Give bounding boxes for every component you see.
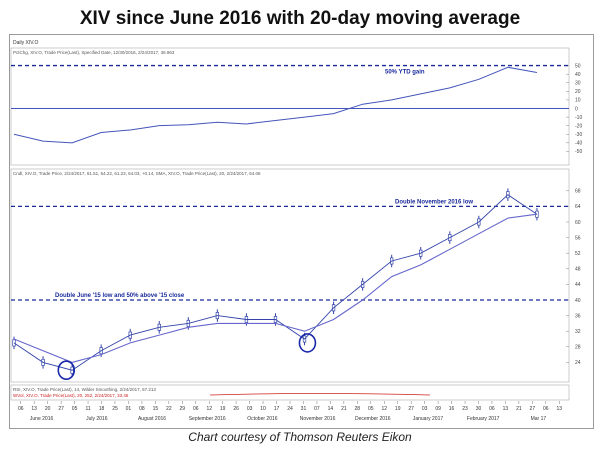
price-series-line xyxy=(13,194,538,371)
ytd-gain-label: 50% YTD gain xyxy=(385,70,425,76)
price-tick-label: 28 xyxy=(575,345,581,351)
x-day-label: 15 xyxy=(153,406,159,412)
x-day-label: 06 xyxy=(543,406,549,412)
x-day-label: 12 xyxy=(206,406,212,412)
price-level-label: Double June '15 low and 50% above '15 cl… xyxy=(55,293,185,299)
price-tick-label: 36 xyxy=(575,313,581,319)
price-tick-label: 44 xyxy=(575,282,581,288)
x-day-label: 06 xyxy=(489,406,495,412)
x-day-label: 27 xyxy=(530,406,536,412)
x-month-label: June 2016 xyxy=(30,416,54,422)
pct-series-line xyxy=(13,66,538,144)
rsi-legend: RSI, XIV.O, Trade Price(Last), 14, Wilde… xyxy=(13,387,156,392)
price-tick-label: 64 xyxy=(575,204,581,210)
x-month-label: November 2016 xyxy=(300,416,336,422)
chart-svg: Daily XIV.O PctChg, XIV.O, Trade Price(L… xyxy=(10,40,582,422)
ma-series-line xyxy=(13,213,538,363)
x-day-label: 21 xyxy=(516,406,522,412)
wvol-legend: WVol, XIV.O, Trade Price(Last), 20, 252,… xyxy=(13,393,129,398)
pct-tick-label: 20 xyxy=(575,89,581,95)
price-panel xyxy=(10,168,570,383)
x-day-label: 13 xyxy=(556,406,562,412)
x-day-label: 19 xyxy=(395,406,401,412)
x-day-label: 23 xyxy=(462,406,468,412)
osc-panel xyxy=(10,384,570,401)
x-month-label: January 2017 xyxy=(413,416,444,422)
x-day-label: 03 xyxy=(422,406,428,412)
x-day-label: 27 xyxy=(408,406,414,412)
x-day-label: 09 xyxy=(435,406,441,412)
x-month-label: July 2016 xyxy=(86,416,108,422)
pct-legend: PctChg, XIV.O, Trade Price(Last), Specif… xyxy=(13,50,175,55)
price-level-label: Double November 2016 low xyxy=(395,199,473,205)
x-day-label: 28 xyxy=(355,406,361,412)
x-day-label: 14 xyxy=(328,406,334,412)
price-tick-label: 32 xyxy=(575,329,581,335)
x-day-label: 07 xyxy=(314,406,320,412)
x-day-label: 18 xyxy=(99,406,105,412)
pct-tick-label: 30 xyxy=(575,81,581,87)
pct-tick-label: 50 xyxy=(575,63,581,69)
pct-tick-label: -10 xyxy=(575,115,582,121)
x-day-label: 16 xyxy=(449,406,455,412)
price-tick-label: 24 xyxy=(575,360,581,366)
x-day-label: 12 xyxy=(381,406,387,412)
wvol-line xyxy=(209,393,431,396)
pct-tick-label: -30 xyxy=(575,132,582,138)
low-marker-circle xyxy=(57,360,76,381)
pct-tick-label: 40 xyxy=(575,72,581,78)
pct-tick-label: 0 xyxy=(575,106,578,112)
pct-tick-label: 10 xyxy=(575,98,581,104)
x-day-label: 19 xyxy=(220,406,226,412)
pct-panel xyxy=(10,47,570,166)
price-tick-label: 48 xyxy=(575,267,581,273)
x-day-label: 08 xyxy=(139,406,145,412)
price-tick-label: 68 xyxy=(575,189,581,195)
x-day-label: 03 xyxy=(247,406,253,412)
x-month-label: October 2016 xyxy=(247,416,278,422)
x-day-label: 01 xyxy=(126,406,132,412)
x-month-label: September 2016 xyxy=(189,416,226,422)
price-tick-label: 40 xyxy=(575,298,581,304)
low-marker-circle xyxy=(298,333,317,353)
x-month-label: Mar 17 xyxy=(531,416,547,422)
x-day-label: 10 xyxy=(260,406,266,412)
x-month-label: February 2017 xyxy=(467,416,500,422)
x-day-label: 22 xyxy=(166,406,172,412)
x-day-label: 06 xyxy=(193,406,199,412)
chart-header: Daily XIV.O xyxy=(13,40,38,46)
x-day-label: 13 xyxy=(31,406,37,412)
price-tick-label: 60 xyxy=(575,220,581,226)
price-tick-label: 52 xyxy=(575,251,581,257)
x-day-label: 05 xyxy=(72,406,78,412)
chart-frame: Daily XIV.O PctChg, XIV.O, Trade Price(L… xyxy=(9,34,594,429)
chart-title: XIV since June 2016 with 20-day moving a… xyxy=(79,8,521,29)
price-tick-label: 56 xyxy=(575,235,581,241)
pct-tick-label: -40 xyxy=(575,141,582,147)
x-month-label: December 2016 xyxy=(355,416,391,422)
x-day-label: 17 xyxy=(274,406,280,412)
x-day-label: 13 xyxy=(503,406,509,412)
x-month-label: August 2016 xyxy=(138,416,166,422)
x-day-label: 05 xyxy=(368,406,374,412)
x-day-label: 26 xyxy=(233,406,239,412)
x-day-label: 30 xyxy=(476,406,482,412)
pct-tick-label: -20 xyxy=(575,123,582,129)
x-day-label: 21 xyxy=(341,406,347,412)
x-day-label: 31 xyxy=(301,406,307,412)
x-day-label: 20 xyxy=(45,406,51,412)
x-day-label: 25 xyxy=(112,406,118,412)
x-day-label: 24 xyxy=(287,406,293,412)
price-legend: Cndl, XIV.O, Trade Price, 2/24/2017, 61.… xyxy=(13,171,261,176)
chart-credit: Chart courtesy of Thomson Reuters Eikon xyxy=(188,430,412,444)
x-day-label: 27 xyxy=(58,406,64,412)
x-day-label: 29 xyxy=(180,406,186,412)
x-day-label: 11 xyxy=(85,406,90,412)
pct-tick-label: -50 xyxy=(575,149,582,155)
x-day-label: 06 xyxy=(18,406,24,412)
